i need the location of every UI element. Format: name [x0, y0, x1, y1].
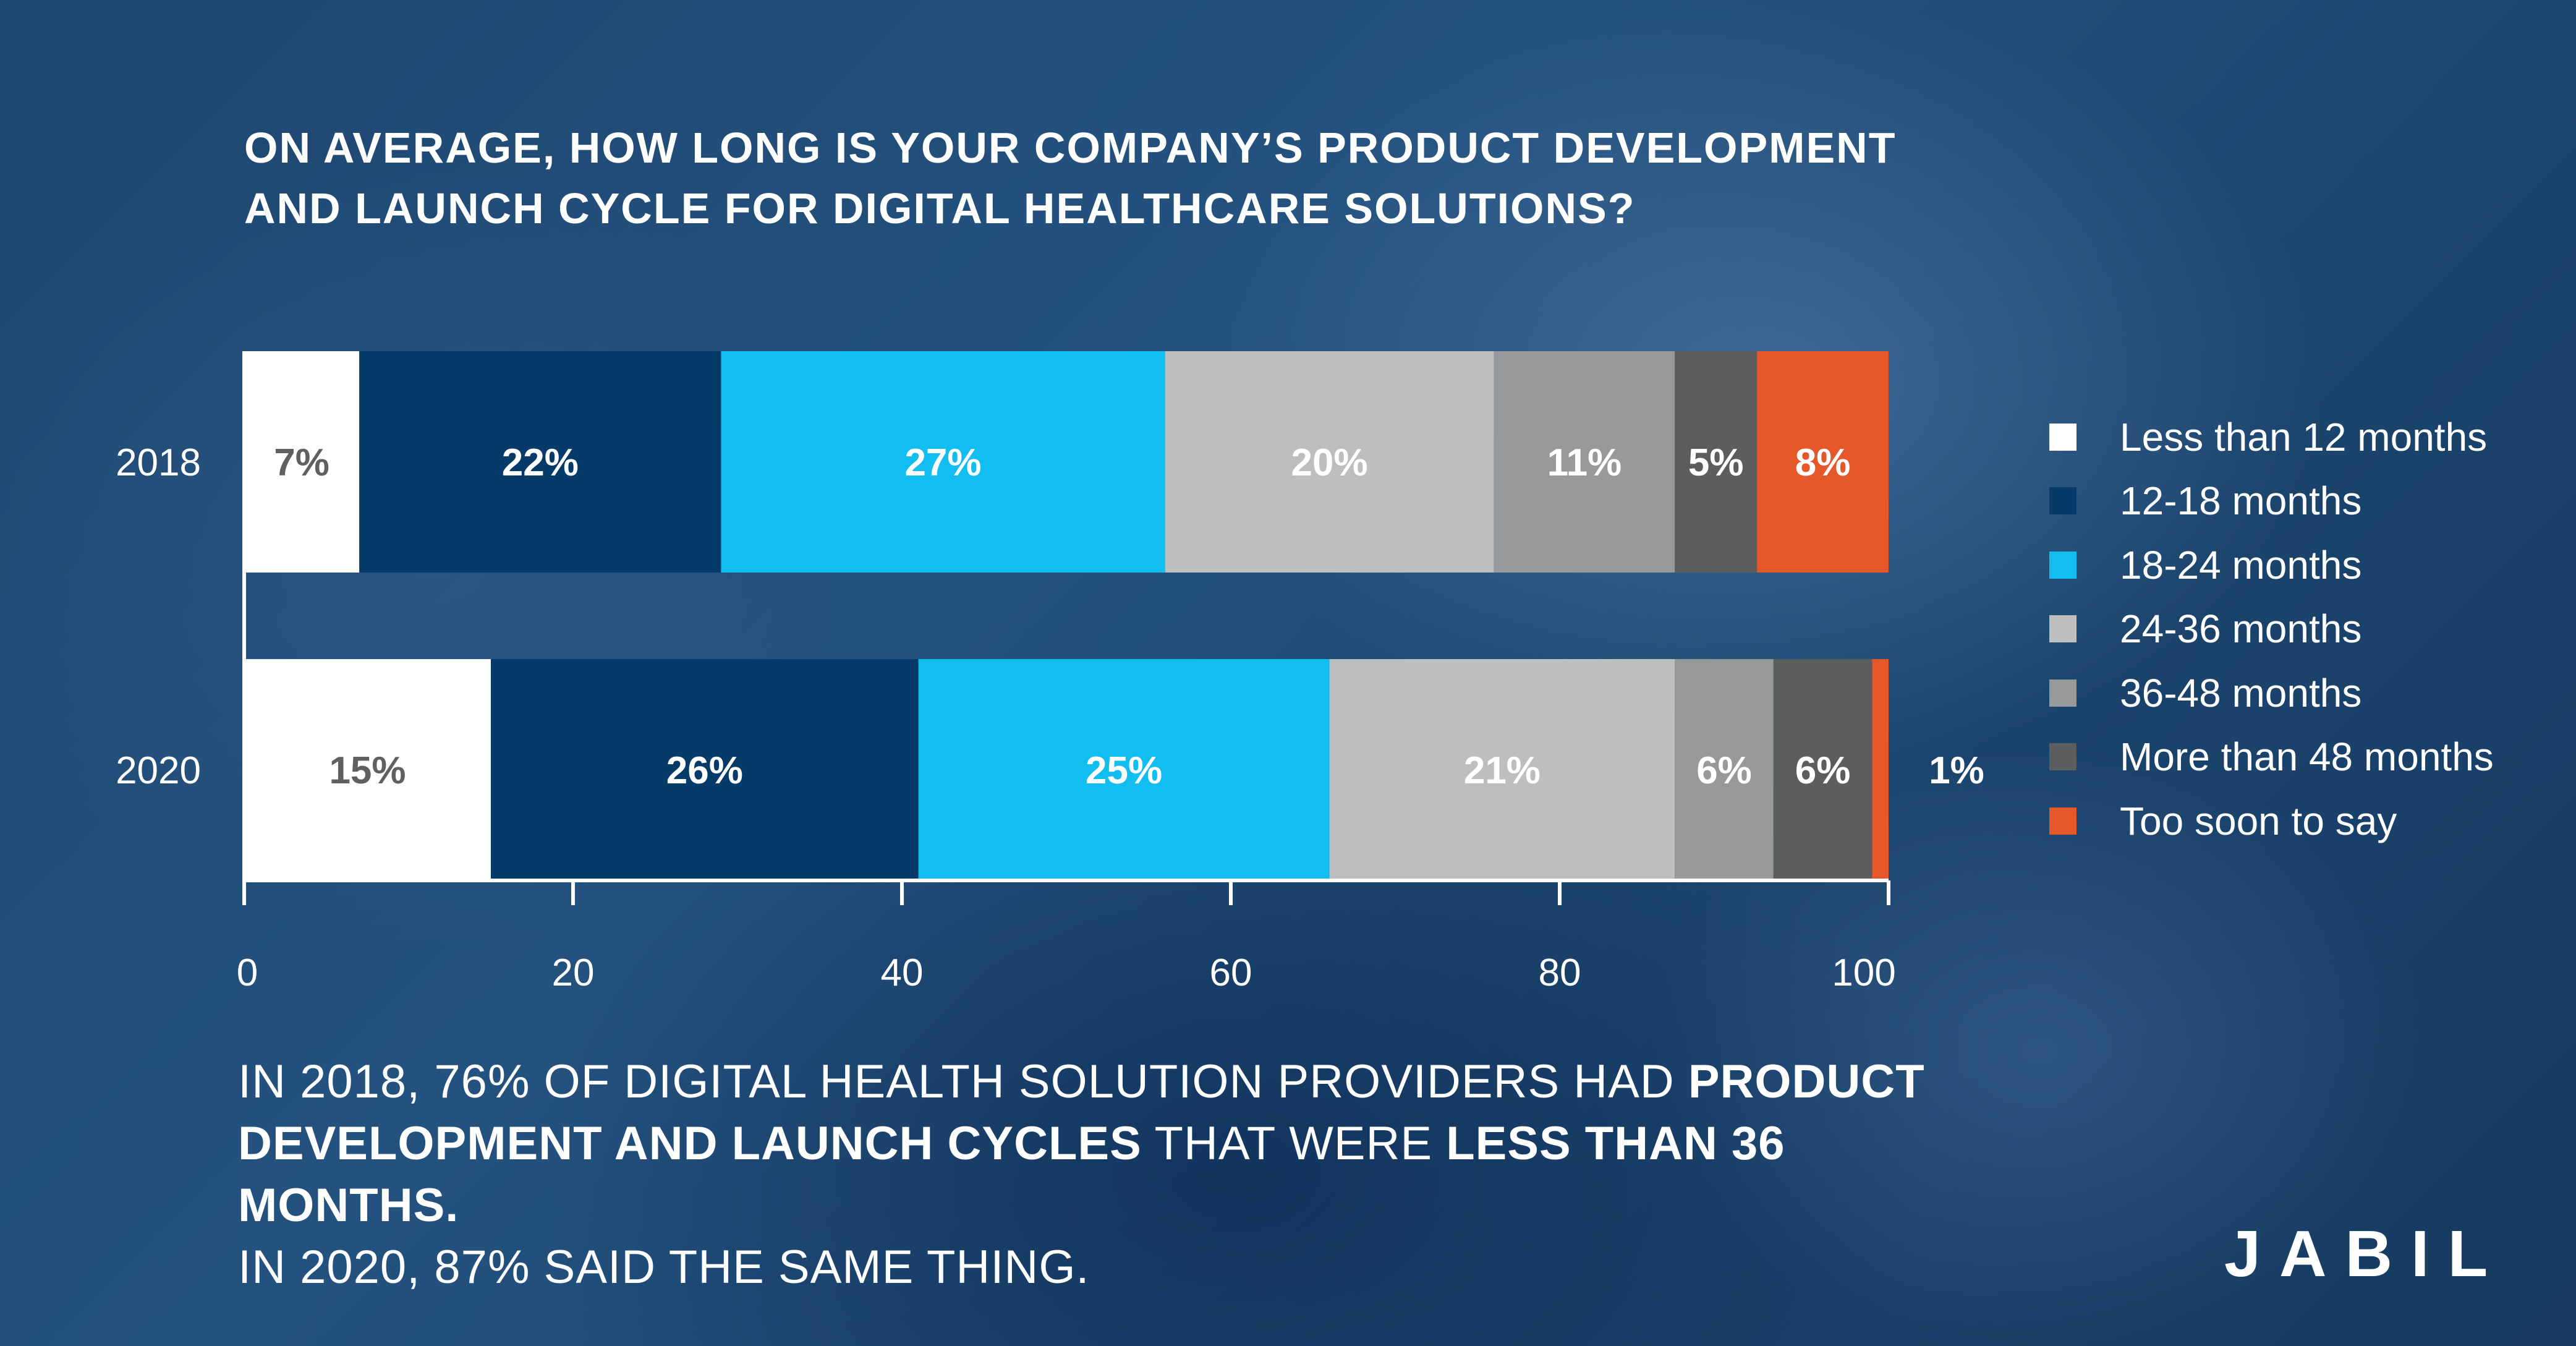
legend-label: More than 48 months: [2120, 735, 2494, 780]
data-label: 26%: [666, 749, 743, 792]
data-label: 25%: [1086, 749, 1162, 792]
bar-segment: [1675, 351, 1758, 573]
bar-segment: [1494, 351, 1675, 573]
data-label: 20%: [1291, 441, 1368, 484]
legend-swatch: [2049, 487, 2077, 515]
legend-label: Too soon to say: [2120, 798, 2397, 843]
bar-segment: [918, 659, 1330, 880]
bar-segment: [1165, 351, 1494, 573]
data-label: 27%: [904, 441, 981, 484]
x-tick-label: 80: [1539, 952, 1581, 994]
x-tick-label: 100: [1832, 952, 1895, 994]
bar-segment: [244, 659, 491, 880]
legend-label: 12-18 months: [2120, 479, 2362, 524]
bar-segment: [1872, 659, 1889, 880]
x-tick-label: 60: [1210, 952, 1252, 994]
bar-segment: [244, 351, 360, 573]
data-label: 8%: [1795, 441, 1851, 484]
bar-segment: [1329, 659, 1675, 880]
footnote-bold-1: PRODUCT DEVELOPMENT AND LAUNCH CYCLES: [238, 1055, 1925, 1170]
legend-item: 12-18 months: [2049, 469, 2494, 534]
category-label: 2018: [116, 441, 201, 484]
legend-label: 36-48 months: [2120, 670, 2362, 715]
legend-item: 36-48 months: [2049, 661, 2494, 725]
bar-segment: [1757, 351, 1889, 573]
footnote-text-1: IN 2018, 76% OF DIGITAL HEALTH SOLUTION …: [238, 1055, 1688, 1108]
legend-item: 24-36 months: [2049, 597, 2494, 662]
legend-label: 18-24 months: [2120, 542, 2362, 587]
bar-segment: [1773, 659, 1872, 880]
legend-label: Less than 12 months: [2120, 414, 2488, 459]
x-tick-label: 40: [881, 952, 924, 994]
data-label: 7%: [274, 441, 329, 484]
data-label: 1%: [1929, 749, 1984, 792]
bar-segment: [1675, 659, 1774, 880]
legend-item: 18-24 months: [2049, 533, 2494, 597]
legend-label: 24-36 months: [2120, 607, 2362, 652]
footnote-text-3: IN 2020, 87% SAID THE SAME THING.: [238, 1241, 1090, 1293]
data-label: 6%: [1795, 749, 1851, 792]
chart-legend: Less than 12 months 12-18 months 18-24 mon…: [2049, 405, 2494, 853]
legend-item: More than 48 months: [2049, 725, 2494, 790]
data-label: 22%: [502, 441, 579, 484]
x-tick-label: 20: [552, 952, 595, 994]
legend-item: Less than 12 months: [2049, 405, 2494, 469]
data-label: 5%: [1688, 441, 1744, 484]
legend-item: Too soon to say: [2049, 789, 2494, 853]
legend-swatch: [2049, 807, 2077, 835]
legend-swatch: [2049, 423, 2077, 451]
bar-segment: [491, 659, 919, 880]
legend-swatch: [2049, 743, 2077, 771]
footnote-text-2: THAT WERE: [1141, 1117, 1447, 1170]
legend-swatch: [2049, 615, 2077, 643]
legend-swatch: [2049, 551, 2077, 579]
footnote-bold-2: LESS THAN 36 MONTHS.: [238, 1117, 1785, 1232]
chart-title: ON AVERAGE, HOW LONG IS YOUR COMPANY’S P…: [244, 124, 1897, 232]
bar-segment: [359, 351, 721, 573]
data-label: 6%: [1696, 749, 1752, 792]
bar-segment: [721, 351, 1165, 573]
legend-swatch: [2049, 679, 2077, 707]
category-label: 2020: [116, 749, 201, 792]
data-label: 15%: [329, 749, 406, 792]
data-label: 11%: [1547, 441, 1622, 484]
x-tick-label: 0: [237, 952, 258, 994]
jabil-logo: JABIL: [2224, 1217, 2507, 1290]
data-label: 21%: [1464, 749, 1541, 792]
footnote: IN 2018, 76% OF DIGITAL HEALTH SOLUTION …: [238, 1051, 1969, 1298]
